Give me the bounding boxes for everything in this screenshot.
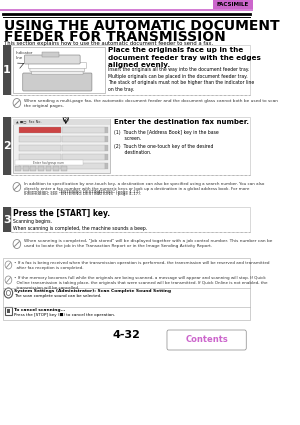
Text: 4-32: 4-32	[112, 330, 140, 340]
Bar	[19, 154, 61, 160]
FancyBboxPatch shape	[32, 70, 83, 74]
Bar	[19, 163, 61, 169]
Bar	[62, 136, 105, 142]
Text: • If a fax is being received when the transmission operation is performed, the t: • If a fax is being received when the tr…	[14, 261, 270, 270]
FancyBboxPatch shape	[28, 62, 86, 68]
Text: Indicator
line: Indicator line	[15, 51, 33, 60]
Text: To cancel scanning...: To cancel scanning...	[14, 308, 66, 312]
Bar	[19, 127, 61, 133]
Bar	[105, 163, 108, 169]
Bar	[5, 307, 12, 315]
Bar	[14, 119, 110, 173]
Bar	[14, 47, 105, 93]
Bar	[62, 154, 105, 160]
Text: When scanning is completed, "Job stored" will be displayed together with a job c: When scanning is completed, "Job stored"…	[24, 239, 272, 248]
Bar	[62, 163, 105, 169]
Bar	[105, 136, 108, 142]
Bar	[11, 117, 250, 175]
Text: System Settings (Administrator): Scan Complete Sound Setting: System Settings (Administrator): Scan Co…	[14, 289, 171, 293]
Bar	[15, 160, 82, 165]
FancyBboxPatch shape	[25, 55, 80, 64]
Bar	[212, 0, 253, 9]
Text: (2)  Touch the one-touch key of the desired
       destination.: (2) Touch the one-touch key of the desir…	[114, 144, 213, 155]
Bar	[23, 166, 29, 171]
Text: Press the [START] key.: Press the [START] key.	[13, 209, 110, 218]
Text: information, see "ENTERING DESTINATIONS" (page 4-17).: information, see "ENTERING DESTINATIONS"…	[24, 190, 141, 193]
Bar	[61, 166, 67, 171]
Bar	[19, 136, 61, 142]
Text: Press the [STOP] key (■) to cancel the operation.: Press the [STOP] key (■) to cancel the o…	[14, 313, 116, 317]
Text: Enter fax/group num: Enter fax/group num	[33, 161, 64, 164]
Bar	[14, 119, 110, 125]
Text: In addition to specification by one-touch key, a destination can also be specifi: In addition to specification by one-touc…	[24, 182, 264, 196]
Text: This section explains how to use the automatic document feeder to send a fax.: This section explains how to use the aut…	[4, 41, 213, 46]
FancyBboxPatch shape	[167, 330, 246, 350]
Bar	[11, 207, 250, 232]
Text: 3: 3	[3, 215, 10, 224]
FancyBboxPatch shape	[23, 73, 92, 91]
Text: Enter the destination fax number.: Enter the destination fax number.	[114, 119, 249, 125]
Bar	[11, 45, 250, 95]
Text: Insert the originals all the way into the document feeder tray.
Multiple origina: Insert the originals all the way into th…	[108, 67, 254, 92]
Text: FACSIMILE: FACSIMILE	[217, 2, 249, 7]
Bar	[15, 166, 21, 171]
Text: The scan complete sound can be selected.: The scan complete sound can be selected.	[14, 294, 102, 298]
Bar	[2, 45, 11, 95]
Text: USING THE AUTOMATIC DOCUMENT: USING THE AUTOMATIC DOCUMENT	[4, 19, 280, 33]
Text: (1)  Touch the [Address Book] key in the base
       screen.: (1) Touch the [Address Book] key in the …	[114, 130, 219, 141]
Text: • If the memory becomes full while the originals are being scanned, a message wi: • If the memory becomes full while the o…	[14, 276, 268, 290]
Bar	[53, 166, 59, 171]
Bar	[42, 52, 59, 57]
Bar	[7, 309, 10, 313]
Text: Scanning begins.
When scanning is completed, the machine sounds a beep.: Scanning begins. When scanning is comple…	[13, 219, 147, 231]
Bar	[38, 166, 44, 171]
Text: Place the originals face up in the
document feeder tray with the edges
aligned e: Place the originals face up in the docum…	[108, 47, 261, 68]
Text: (2): (2)	[62, 117, 69, 122]
Circle shape	[6, 291, 10, 295]
FancyBboxPatch shape	[30, 66, 85, 71]
Bar	[105, 145, 108, 151]
Bar	[30, 166, 36, 171]
Bar	[105, 127, 108, 133]
Bar	[62, 127, 105, 133]
Text: Contents: Contents	[185, 335, 228, 345]
Bar	[105, 154, 108, 160]
Bar	[2, 258, 250, 320]
Text: When sending a multi-page fax, the automatic document feeder and the document gl: When sending a multi-page fax, the autom…	[24, 99, 278, 108]
Text: 1: 1	[3, 65, 10, 75]
Text: 2: 2	[3, 141, 10, 151]
Bar	[2, 207, 11, 232]
Text: FEEDER FOR TRANSMISSION: FEEDER FOR TRANSMISSION	[4, 30, 226, 44]
Bar	[46, 166, 51, 171]
Bar	[2, 117, 11, 175]
Bar	[62, 145, 105, 151]
Text: ▲ ■□  Fax No.: ▲ ■□ Fax No.	[16, 119, 42, 123]
Bar	[19, 145, 61, 151]
